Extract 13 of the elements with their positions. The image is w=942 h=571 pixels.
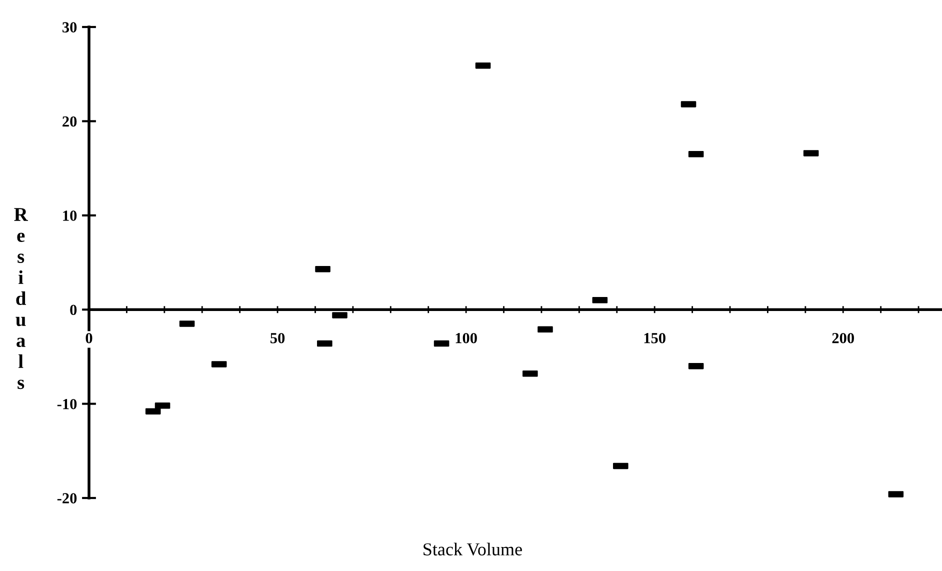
x-tick-label: 0	[86, 332, 92, 344]
y-tick-label: 0	[70, 304, 77, 316]
x-tick-label: 200	[832, 332, 854, 344]
y-tick-label: 20	[62, 116, 77, 127]
x-axis-title: Stack Volume	[424, 542, 522, 556]
y-tick-label: -20	[57, 493, 77, 504]
x-tick-label: 100	[456, 332, 477, 344]
text: Residuals	[14, 208, 28, 390]
x-tick-label: 150	[644, 332, 666, 344]
y-tick-label: 30	[62, 22, 77, 32]
x-tick-label: 50	[270, 332, 285, 344]
y-tick-label: 10	[63, 210, 77, 221]
y-tick-label: -10	[57, 398, 77, 410]
